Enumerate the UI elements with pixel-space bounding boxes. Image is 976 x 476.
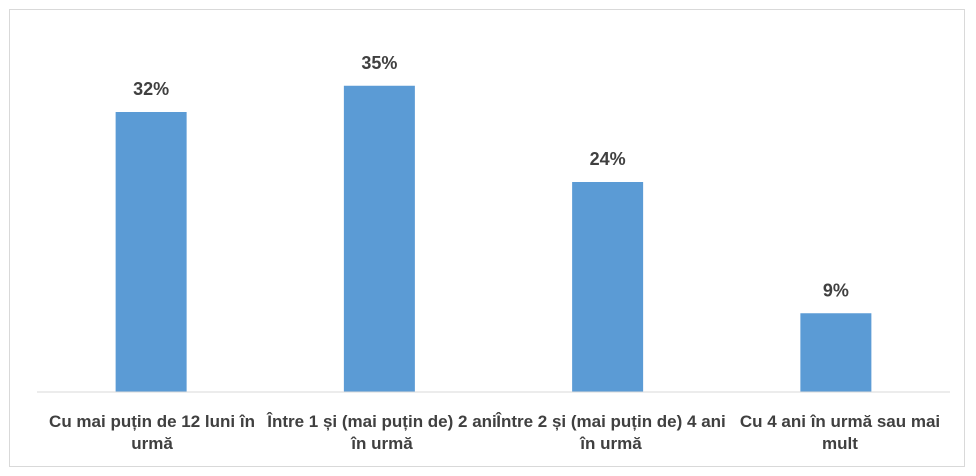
category-label: Între 1 și (mai puțin de) 2 ani în urmă xyxy=(267,412,497,453)
bar xyxy=(115,112,187,392)
value-labels-group: 32% 35% 24% 9% xyxy=(133,53,849,301)
category-label: Cu 4 ani în urmă sau mai mult xyxy=(739,412,941,453)
category-label: Între 2 și (mai puțin de) 4 ani în urmă xyxy=(496,412,726,453)
bar xyxy=(572,182,644,392)
bar xyxy=(343,85,415,392)
bar xyxy=(800,313,872,392)
category-label: Cu mai puțin de 12 luni în urmă xyxy=(49,412,255,453)
data-label: 35% xyxy=(361,53,397,73)
data-label: 9% xyxy=(823,280,849,300)
data-label: 32% xyxy=(133,79,169,99)
data-label: 24% xyxy=(590,149,626,169)
bars-group xyxy=(115,85,872,392)
